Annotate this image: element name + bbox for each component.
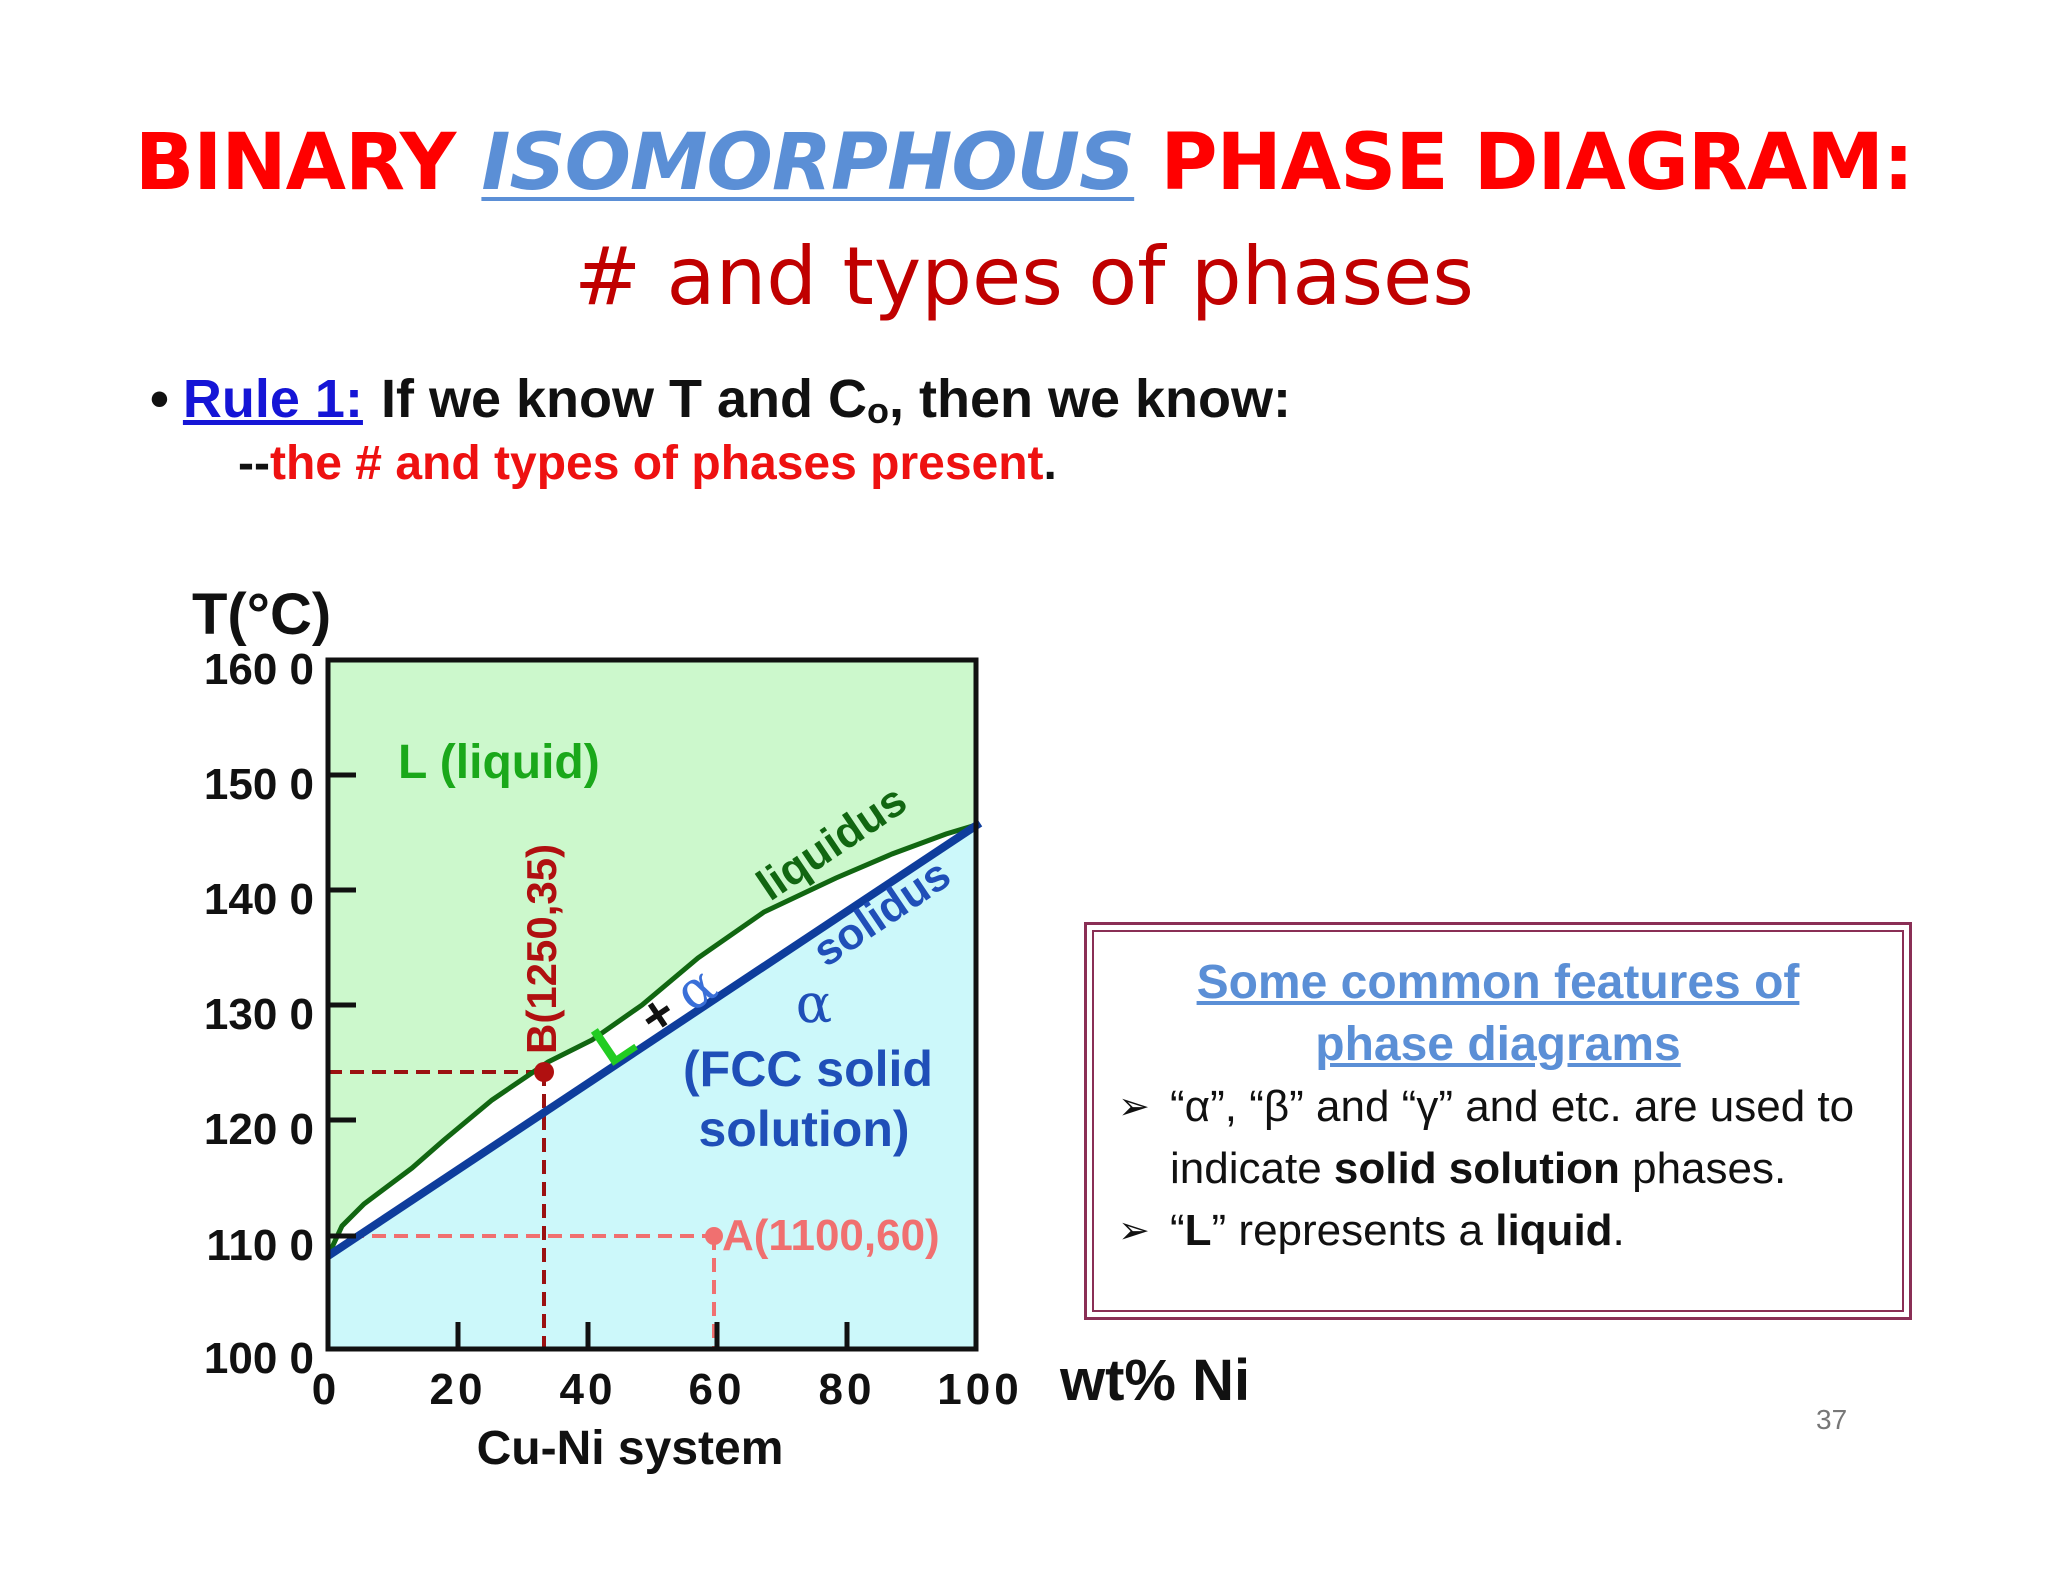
features-heading-line2: phase diagrams (1315, 1018, 1681, 1071)
features-heading: Some common features of phase diagrams (1094, 952, 1902, 1076)
title-isomorphous: ISOMORPHOUS (481, 118, 1135, 208)
page-number: 37 (1816, 1404, 1848, 1435)
solid-region-label-line1: (FCC solid (683, 1041, 933, 1097)
liquid-region-label: L (liquid) (398, 736, 600, 789)
x-axis-label: wt% Ni (1059, 1348, 1250, 1413)
title-part1: BINARY (134, 118, 482, 208)
slide-subtitle: # and types of phases (574, 230, 1474, 323)
arrow-bullet-icon: ➢ (1118, 1210, 1150, 1252)
features-inner-frame: Some common features of phase diagrams ➢… (1092, 930, 1904, 1312)
rule-label: Rule 1: (182, 369, 363, 429)
point-b-marker (534, 1062, 554, 1082)
y-axis-label: T(°C) (192, 582, 331, 647)
solid-region (328, 825, 976, 1349)
y-tick-1300: 130 0 (204, 990, 314, 1039)
x-tick-60: 60 (689, 1365, 746, 1414)
title-part3: PHASE DIAGRAM: (1134, 118, 1914, 208)
rule-text-after: , then we know: (888, 369, 1292, 429)
rule-sub-end: . (1043, 437, 1057, 490)
y-tick-1400: 140 0 (204, 875, 314, 924)
point-a-marker (705, 1227, 723, 1245)
y-tick-labels: 160 0 150 0 140 0 130 0 120 0 110 0 100 … (204, 645, 314, 1383)
x-tick-100: 100 (937, 1365, 1022, 1414)
x-tick-0: 0 (312, 1365, 340, 1414)
rule-sub-dash: -- (238, 437, 270, 490)
rule-sub-red: the # and types of phases present (269, 437, 1044, 490)
x-tick-80: 80 (819, 1365, 876, 1414)
system-label: Cu-Ni system (477, 1422, 784, 1475)
two-phase-label: L + α (581, 955, 728, 1079)
rule-sub-bullet: --the # and types of phases present. (238, 436, 1057, 491)
y-tick-1000: 100 0 (204, 1334, 314, 1383)
liquid-region (328, 660, 976, 1256)
feature-item-solid-solution: ➢ “α”, “β” and “γ” and etc. are used to i… (1118, 1076, 1884, 1200)
solidus-line (325, 819, 983, 1260)
x-tick-20: 20 (430, 1365, 487, 1414)
y-tick-1200: 120 0 (204, 1105, 314, 1154)
point-a-label: A(1100,60) (722, 1211, 940, 1260)
rule-subscript: o (866, 390, 889, 431)
y-tick-1500: 150 0 (204, 760, 314, 809)
x-axis-ticks (455, 1322, 850, 1349)
point-b-label: B(1250,35) (518, 844, 565, 1054)
x-tick-40: 40 (560, 1365, 617, 1414)
feature-item-liquid: ➢ “L” represents a liquid. (1118, 1200, 1884, 1262)
rule-bullet: • Rule 1: If we know T and Co, then we kno… (150, 369, 1292, 431)
x-tick-labels: 0 20 40 60 80 100 (312, 1365, 1022, 1414)
features-box: Some common features of phase diagrams ➢… (1084, 922, 1912, 1320)
y-axis-ticks (328, 772, 356, 1239)
liquidus-line (325, 822, 977, 1258)
y-tick-1600: 160 0 (204, 645, 314, 694)
solid-alpha-label: α (796, 972, 832, 1035)
arrow-bullet-icon: ➢ (1118, 1086, 1150, 1128)
y-tick-1100: 110 0 (206, 1221, 314, 1270)
slide-title: BINARY ISOMORPHOUS PHASE DIAGRAM: (0, 118, 2048, 208)
rule-text-before: If we know T and C (380, 369, 867, 429)
features-heading-line1: Some common features of (1196, 956, 1800, 1009)
solid-region-label-line2: solution) (698, 1101, 909, 1157)
